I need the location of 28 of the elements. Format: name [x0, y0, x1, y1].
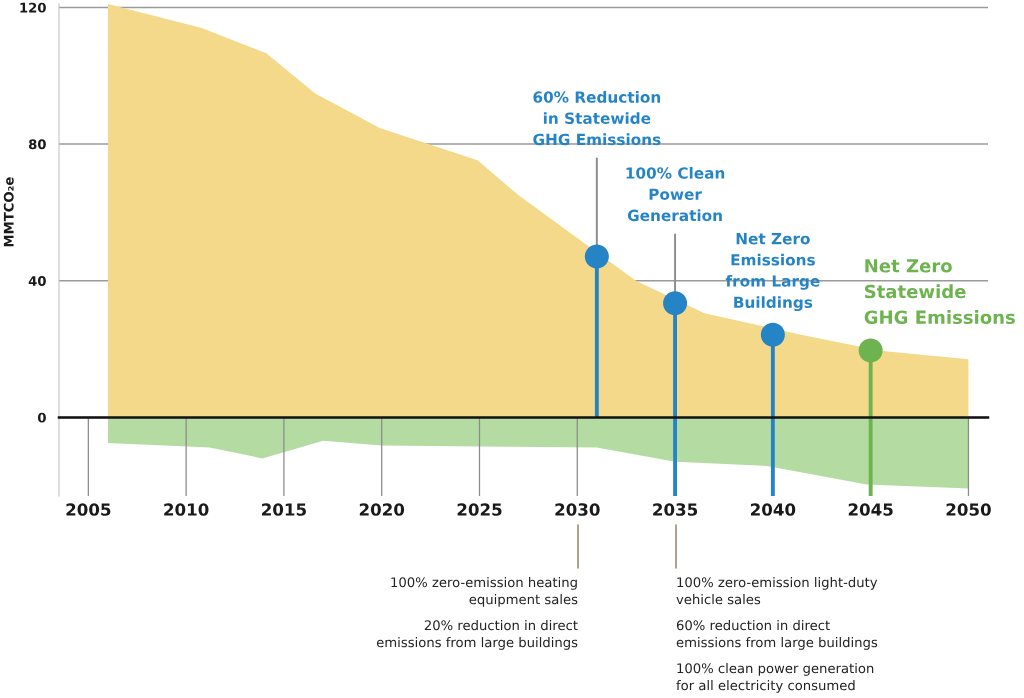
point [760, 322, 785, 347]
text: 60% reduction in direct emissions from large buildings [676, 620, 878, 650]
y-tick-label: 40 [28, 275, 46, 286]
annotation: 60% Reduction in Statewide GHG Emissions [533, 91, 661, 146]
x-tick-label: 2005 [66, 503, 111, 516]
text: 100% clean power generation for all electricity consumed [676, 663, 874, 693]
x-tick-label: 2035 [653, 503, 698, 516]
text: 20% reduction in direct emissions from large buildings [376, 620, 578, 650]
y-tick-label: 120 [20, 2, 46, 13]
annotation: Net Zero Emissions from Large Buildings [725, 233, 820, 312]
annotation: Net Zero Statewide GHG Emissions [864, 259, 1015, 325]
point [584, 244, 609, 269]
annotation: 100% Clean Power Generation [626, 167, 725, 222]
x-tick-label: 2010 [164, 503, 209, 516]
x-tick-label: 2050 [946, 503, 991, 516]
text: 100% zero-emission heating equipment sales [391, 577, 578, 607]
x-tick-label: 2015 [262, 503, 306, 516]
y-tick-label: 80 [28, 139, 46, 150]
y-tick-label: 0 [37, 412, 46, 423]
point [663, 291, 688, 316]
x-tick-label: 2045 [848, 503, 893, 516]
text: 100% zero-emission light-duty vehicle sales [676, 577, 878, 605]
y-axis-title: MMTCO₂e [3, 177, 14, 247]
x-tick-label: 2020 [359, 503, 405, 516]
x-tick-label: 2040 [750, 503, 796, 516]
point [858, 338, 883, 363]
x-tick-label: 2030 [555, 503, 600, 516]
x-tick-label: 2025 [457, 503, 502, 516]
